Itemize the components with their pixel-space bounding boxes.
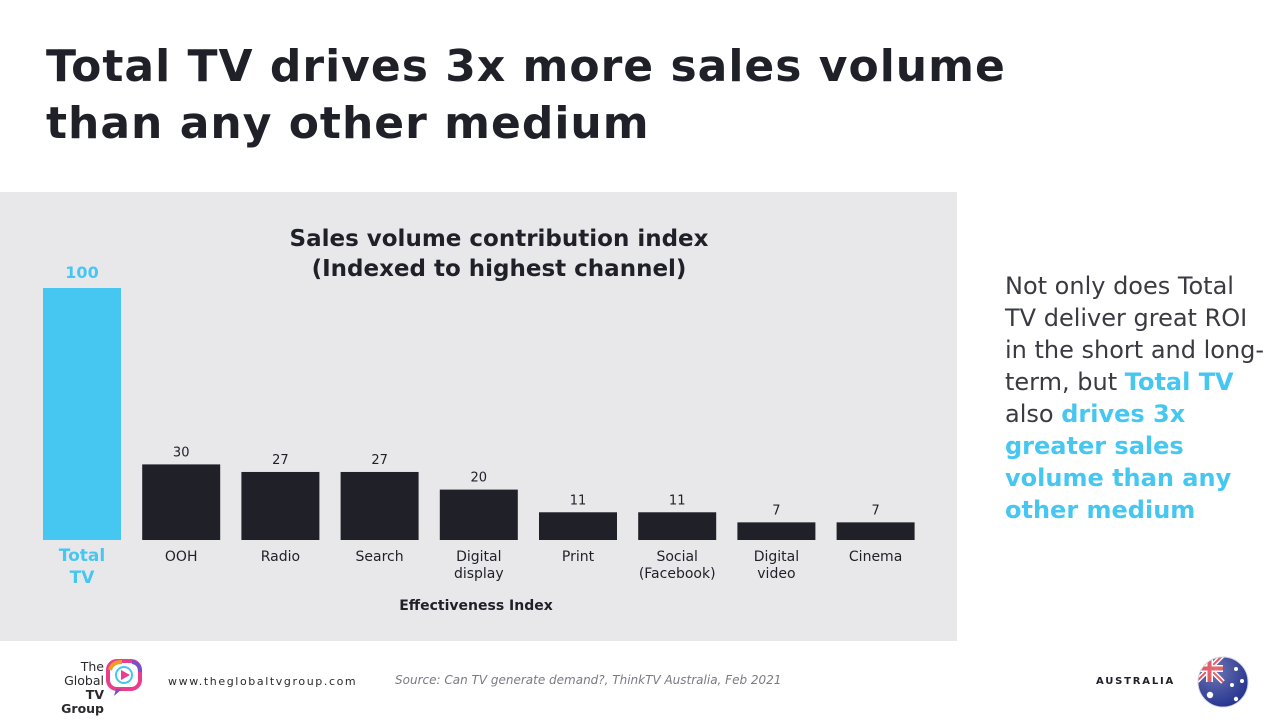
category-label-4-0: Digital (456, 549, 501, 565)
category-label-5-0: Print (562, 549, 595, 565)
category-label-7-0: Digital (754, 549, 799, 565)
data-label-6: 11 (669, 493, 686, 508)
australia-flag-icon (1197, 656, 1249, 708)
bar-7 (737, 522, 816, 540)
data-label-4: 20 (471, 471, 488, 486)
callout-mid: also (1005, 400, 1062, 428)
bar-chart: Sales volume contribution index (Indexed… (43, 226, 915, 614)
bar-2 (241, 471, 320, 540)
chart-subtitle: (Indexed to highest channel) (312, 256, 687, 282)
data-label-2: 27 (272, 453, 289, 468)
bar-0 (43, 288, 121, 540)
bars-group: 100TotalTV30OOH27Radio27Search20Digitald… (43, 263, 915, 588)
data-label-8: 7 (871, 503, 879, 518)
page-title: Total TV drives 3x more sales volume tha… (46, 38, 1006, 152)
bar-3 (340, 471, 419, 540)
logo-line-3: TV Group (61, 687, 104, 716)
headline-line-2: than any other medium (46, 98, 650, 149)
region-label: AUSTRALIA (1096, 676, 1176, 687)
chart-x-axis-label: Effectiveness Index (399, 598, 553, 614)
chart-title: Sales volume contribution index (290, 226, 709, 252)
category-label-7-1: video (757, 566, 795, 582)
callout-highlight-1: Total TV (1124, 368, 1234, 396)
category-label-6-0: Social (656, 549, 698, 565)
category-label-3-0: Search (356, 549, 404, 565)
category-label-8-0: Cinema (849, 549, 902, 565)
website-link[interactable]: www.theglobaltvgroup.com (168, 675, 358, 688)
category-label-1-0: OOH (165, 549, 198, 565)
bar-8 (836, 522, 915, 540)
data-label-3: 27 (371, 453, 388, 468)
logo-line-1: The (80, 659, 104, 674)
data-label-1: 30 (173, 445, 190, 460)
bar-5 (539, 512, 617, 540)
callout-highlight-2: drives 3x greater sales volume than any … (1005, 400, 1232, 524)
chart-panel: Sales volume contribution index (Indexed… (0, 192, 957, 641)
data-label-0: 100 (65, 263, 98, 282)
category-label-0-1: TV (70, 568, 96, 588)
callout-intro: Not only does Total TV deliver great ROI… (1005, 272, 1265, 396)
global-tv-group-logo: The Global TV Group (60, 658, 150, 716)
category-label-0-0: Total (59, 546, 105, 566)
side-callout: Not only does Total TV deliver great ROI… (1005, 270, 1265, 526)
bar-1 (142, 464, 221, 540)
data-label-5: 11 (570, 493, 587, 508)
data-label-7: 7 (772, 503, 780, 518)
headline-line-1: Total TV drives 3x more sales volume (46, 41, 1006, 92)
bar-6 (638, 512, 717, 540)
bar-4 (439, 489, 518, 540)
play-icon (106, 659, 142, 696)
category-label-4-1: display (454, 566, 504, 582)
source-note: Source: Can TV generate demand?, ThinkTV… (395, 673, 782, 687)
logo-line-2: Global (64, 673, 104, 688)
category-label-6-1: (Facebook) (639, 566, 716, 582)
category-label-2-0: Radio (261, 549, 300, 565)
